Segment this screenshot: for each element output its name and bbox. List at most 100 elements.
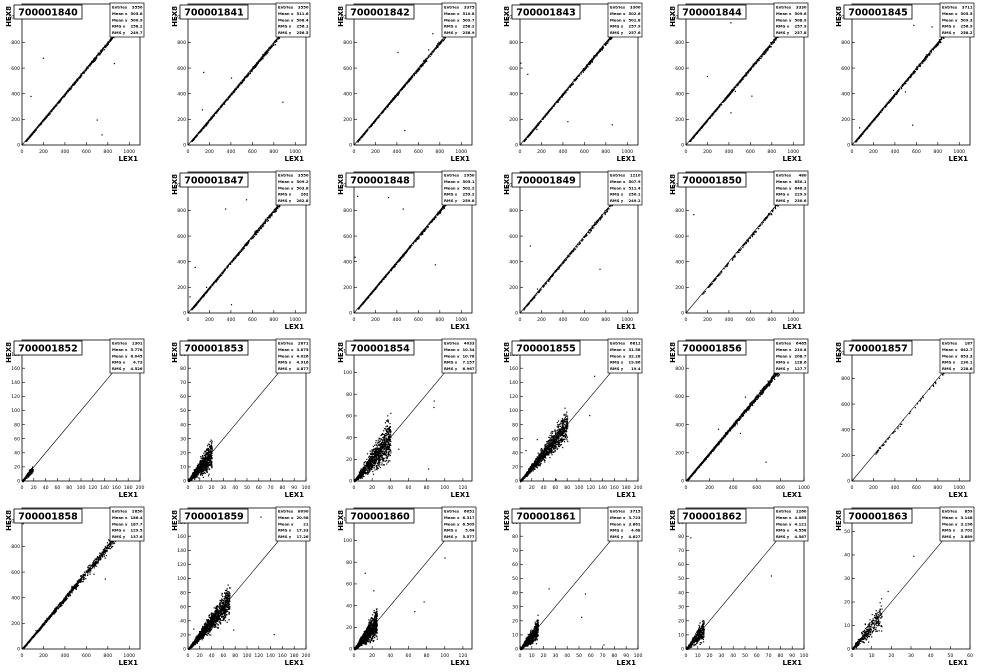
scatter-point bbox=[257, 62, 259, 64]
scatter-point bbox=[713, 279, 715, 282]
scatter-point bbox=[598, 51, 600, 53]
scatter-point bbox=[911, 73, 914, 75]
scatter-point bbox=[414, 72, 417, 74]
scatter-point bbox=[425, 59, 427, 62]
scatter-point bbox=[559, 98, 561, 100]
scatter-point bbox=[211, 117, 213, 119]
scatter-point bbox=[876, 116, 878, 118]
scatter-point bbox=[760, 55, 763, 57]
scatter-point bbox=[545, 113, 547, 115]
scatter-point bbox=[572, 251, 574, 253]
scatter-point bbox=[411, 75, 414, 78]
scatter-point bbox=[899, 88, 901, 90]
scatter-point bbox=[221, 274, 223, 276]
scatter-point bbox=[593, 56, 595, 59]
scatter-point bbox=[725, 97, 727, 99]
x-tick-label: 400 bbox=[227, 149, 236, 155]
scatter-point bbox=[593, 55, 595, 58]
scatter-point bbox=[94, 58, 97, 60]
scatter-point bbox=[378, 115, 380, 117]
scatter-point bbox=[217, 109, 219, 111]
stats-box bbox=[607, 2, 643, 38]
scatter-point bbox=[363, 133, 365, 135]
scatter-point bbox=[608, 38, 610, 40]
scatter-point bbox=[218, 108, 220, 110]
scatter-point bbox=[572, 83, 575, 85]
scatter-point bbox=[878, 113, 880, 115]
y-tick-label: 600 bbox=[343, 66, 352, 72]
scatter-point bbox=[422, 231, 424, 233]
scatter-point bbox=[74, 82, 76, 84]
scatter-point bbox=[79, 76, 82, 79]
y-tick-label: 800 bbox=[841, 40, 850, 46]
scatter-point bbox=[231, 93, 233, 95]
scatter-point bbox=[875, 116, 877, 119]
scatter-point bbox=[597, 52, 599, 55]
stats-label: RMS y bbox=[610, 30, 624, 35]
scatter-point bbox=[907, 77, 909, 80]
scatter-point bbox=[610, 38, 612, 40]
scatter-point bbox=[382, 110, 384, 113]
scatter-point bbox=[62, 96, 64, 98]
scatter-point bbox=[754, 231, 756, 233]
scatter-point bbox=[565, 91, 567, 93]
title-box bbox=[179, 4, 249, 20]
scatter-point bbox=[896, 93, 898, 95]
scatter-point bbox=[900, 87, 903, 90]
stats-value: 249.2 bbox=[628, 198, 640, 203]
y-tick-label: 0 bbox=[183, 143, 186, 149]
scatter-point bbox=[67, 89, 69, 91]
y-tick-label: 400 bbox=[177, 91, 186, 97]
stats-label: Mean x bbox=[776, 179, 792, 184]
scatter-point bbox=[543, 285, 545, 287]
scatter-point bbox=[267, 49, 269, 51]
scatter-point bbox=[201, 296, 204, 299]
scatter-point bbox=[416, 71, 418, 73]
scatter-point bbox=[273, 44, 275, 47]
scatter-point bbox=[202, 295, 204, 297]
scatter-point bbox=[919, 63, 921, 65]
chart-title: 700001841 bbox=[184, 8, 244, 19]
scatter-point bbox=[379, 281, 382, 283]
scatter-point bbox=[908, 77, 910, 79]
scatter-point bbox=[79, 75, 81, 78]
scatter-point bbox=[602, 47, 604, 49]
scatter-point bbox=[94, 59, 96, 61]
scatter-point bbox=[606, 208, 608, 211]
scatter-point bbox=[769, 45, 771, 47]
scatter-point bbox=[876, 115, 878, 117]
scatter-point bbox=[709, 116, 711, 119]
scatter-point bbox=[563, 259, 565, 261]
scatter-point bbox=[67, 90, 69, 92]
scatter-point bbox=[275, 39, 277, 42]
scatter-point bbox=[575, 246, 578, 248]
stats-label: Mean y bbox=[112, 17, 128, 22]
scatter-point bbox=[427, 56, 430, 58]
scatter-point bbox=[912, 124, 914, 126]
scatter-point bbox=[238, 252, 240, 254]
scatter-point bbox=[773, 39, 775, 41]
scatter-point bbox=[859, 136, 861, 138]
y-tick-label: 400 bbox=[343, 91, 352, 97]
scatter-point bbox=[242, 249, 244, 251]
stats-label: Entries bbox=[112, 5, 128, 10]
scatter-point bbox=[771, 41, 773, 44]
scatter-point bbox=[64, 93, 66, 96]
stats-value: 509.7 bbox=[462, 17, 474, 22]
scatter-point bbox=[248, 240, 250, 242]
scatter-point bbox=[88, 65, 90, 68]
scatter-point bbox=[524, 139, 526, 141]
scatter-point bbox=[216, 110, 219, 113]
scatter-point bbox=[233, 259, 235, 261]
scatter-point bbox=[596, 53, 598, 56]
chart-panel: 0200400600800100002004006008001000LEX1HE… bbox=[503, 2, 643, 163]
scatter-point bbox=[394, 97, 396, 99]
scatter-point bbox=[102, 47, 104, 49]
scatter-point bbox=[260, 227, 262, 229]
scatter-point bbox=[737, 82, 739, 85]
scatter-point bbox=[591, 58, 593, 61]
scatter-point bbox=[428, 49, 430, 51]
scatter-points bbox=[191, 15, 297, 143]
scatter-point bbox=[599, 48, 601, 50]
scatter-point bbox=[440, 40, 442, 43]
